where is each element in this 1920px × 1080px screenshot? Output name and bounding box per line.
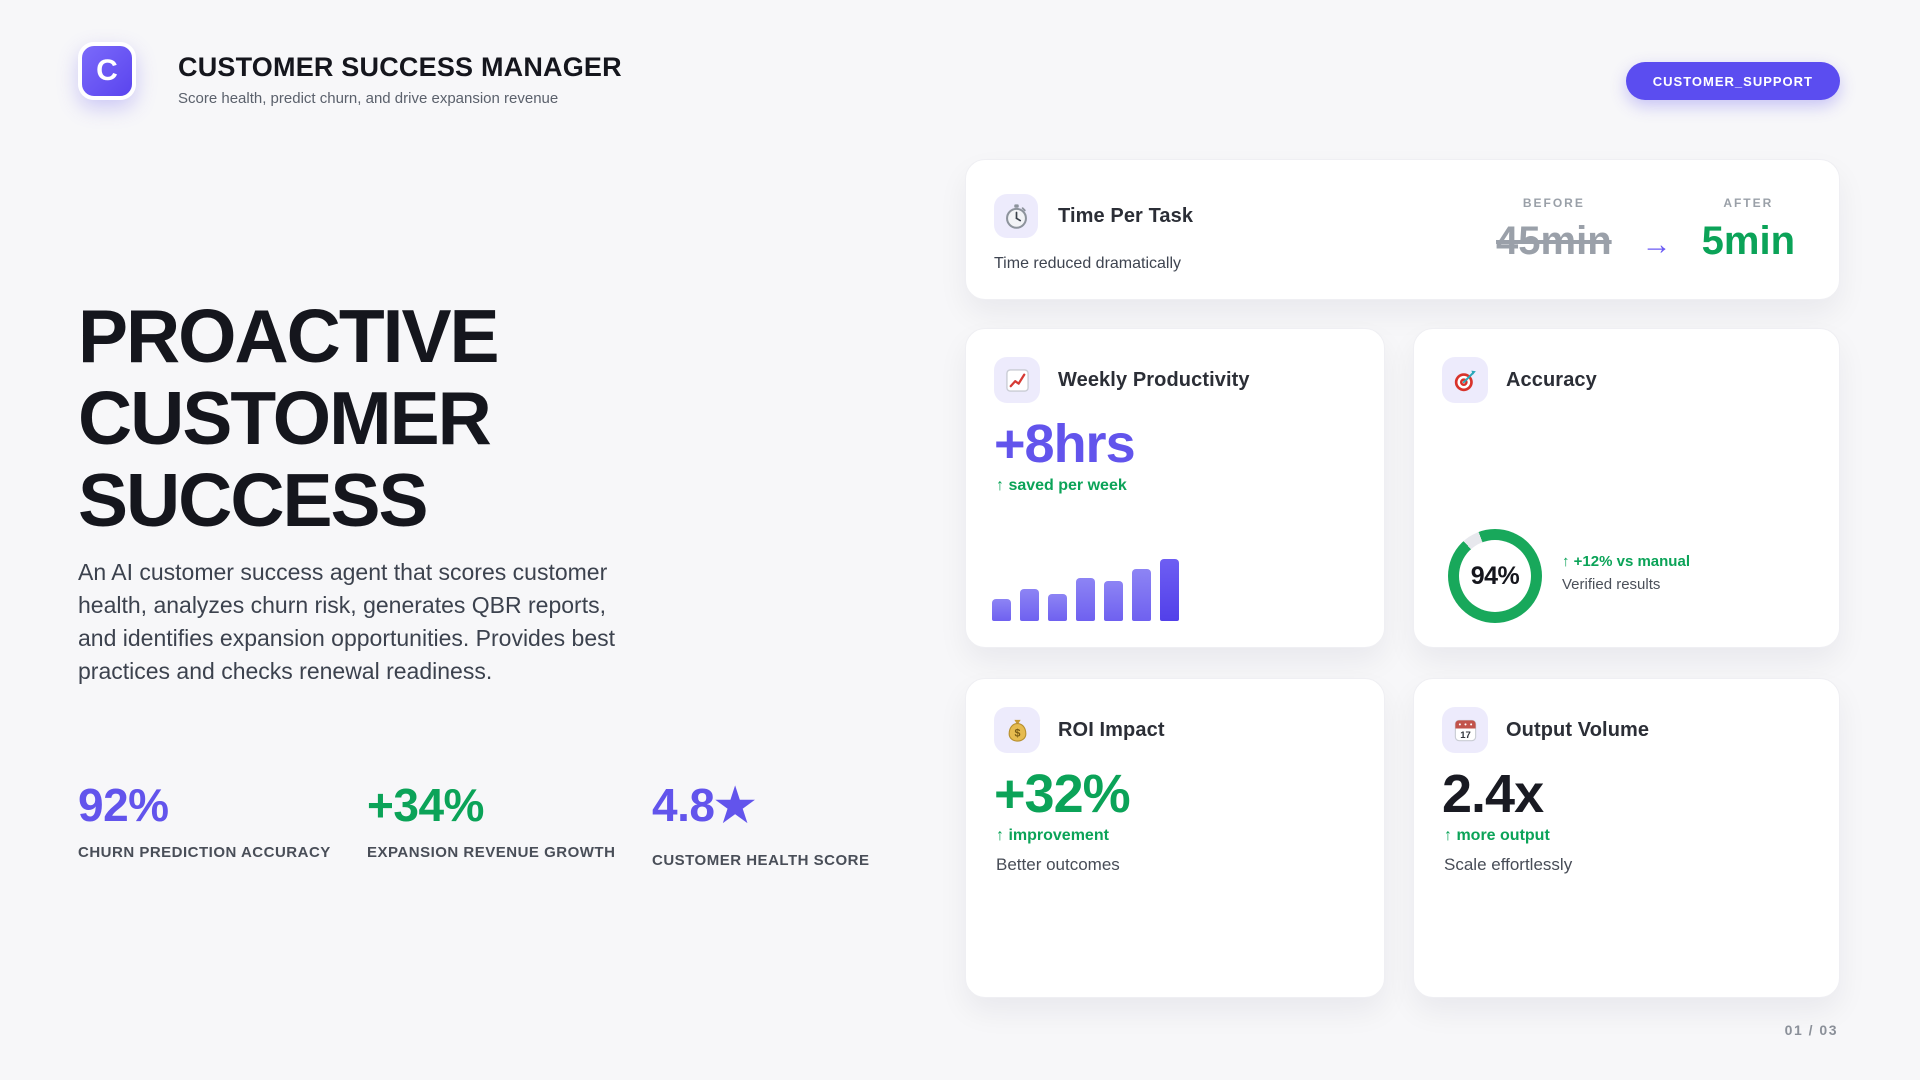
card-time-per-task: Time Per Task Time reduced dramatically … xyxy=(965,159,1840,300)
after-value: 5min xyxy=(1701,219,1795,263)
stopwatch-icon xyxy=(994,194,1038,238)
header-text: CUSTOMER SUCCESS MANAGER Score health, p… xyxy=(178,52,622,107)
card-delta: ↑ saved per week xyxy=(996,477,1127,494)
stat-churn-accuracy: 92% CHURN PREDICTION ACCURACY xyxy=(78,778,331,861)
hero-heading-line: SUCCESS xyxy=(78,457,429,542)
card-caption: Time reduced dramatically xyxy=(994,255,1182,272)
page-indicator: 01 / 03 xyxy=(1784,1022,1838,1038)
category-badge: CUSTOMER_SUPPORT xyxy=(1625,62,1840,100)
hero-heading-line: PROACTIVE xyxy=(78,294,500,378)
card-roi-impact: $ ROI Impact +32% ↑ improvement Better o… xyxy=(965,678,1385,998)
bar xyxy=(1160,559,1179,621)
card-weekly-productivity: Weekly Productivity +8hrs ↑ saved per we… xyxy=(965,328,1385,648)
accuracy-percent: 94% xyxy=(1459,540,1531,612)
card-title: ROI Impact xyxy=(1058,718,1165,741)
arrow-right-icon: → xyxy=(1641,228,1672,261)
hero-heading-line: CUSTOMER xyxy=(78,375,492,460)
card-title: Output Volume xyxy=(1506,718,1650,741)
stat-label: CHURN PREDICTION ACCURACY xyxy=(78,844,331,861)
bar xyxy=(1104,581,1123,621)
after-label: AFTER xyxy=(1723,196,1774,210)
accuracy-donut-ring: 94% xyxy=(1448,529,1542,623)
card-value: 2.4x xyxy=(1442,764,1544,824)
card-value: +32% xyxy=(994,764,1131,824)
before-after-comparison: BEFORE 45min → AFTER 5min xyxy=(1496,196,1795,264)
stat-health-score: 4.8★ CUSTOMER HEALTH SCORE xyxy=(652,778,869,869)
bar xyxy=(1020,589,1039,621)
target-icon xyxy=(1442,357,1488,403)
stat-label: CUSTOMER HEALTH SCORE xyxy=(652,852,870,869)
card-delta: ↑ +12% vs manual xyxy=(1562,553,1690,570)
card-title: Time Per Task xyxy=(1058,204,1194,227)
chart-increasing-icon xyxy=(994,357,1040,403)
card-output-volume: 17 Output Volume 2.4x ↑ more output Scal… xyxy=(1413,678,1840,998)
card-delta: ↑ more output xyxy=(1444,827,1550,844)
hero-description: An AI customer success agent that scores… xyxy=(78,559,616,684)
svg-text:$: $ xyxy=(1014,727,1020,739)
card-title: Weekly Productivity xyxy=(1058,368,1250,391)
page-subtitle: Score health, predict churn, and drive e… xyxy=(178,90,559,107)
stat-value: 4.8★ xyxy=(652,779,756,831)
bar xyxy=(1132,569,1151,621)
productivity-bar-chart xyxy=(992,559,1182,621)
card-delta: ↑ improvement xyxy=(996,827,1109,844)
before-label: BEFORE xyxy=(1522,196,1585,210)
bar xyxy=(992,599,1011,621)
card-value: +8hrs xyxy=(994,414,1136,474)
page-title: CUSTOMER SUCCESS MANAGER xyxy=(178,52,622,82)
calendar-icon: 17 xyxy=(1442,707,1488,753)
stat-value: +34% xyxy=(367,779,484,831)
logo-letter: C xyxy=(96,54,118,87)
after-column: AFTER 5min xyxy=(1702,196,1795,264)
stat-expansion-growth: +34% EXPANSION REVENUE GROWTH xyxy=(367,778,615,861)
card-caption: Better outcomes xyxy=(996,855,1120,874)
stat-value: 92% xyxy=(78,779,169,831)
before-column: BEFORE 45min xyxy=(1496,196,1612,264)
before-value: 45min xyxy=(1496,219,1612,263)
hero-heading: PROACTIVE CUSTOMER SUCCESS xyxy=(78,294,500,542)
bar xyxy=(1048,594,1067,621)
card-caption: Scale effortlessly xyxy=(1444,855,1573,874)
svg-text:17: 17 xyxy=(1460,729,1471,740)
card-accuracy: Accuracy 94% ↑ +12% vs manual Verified r… xyxy=(1413,328,1840,648)
money-bag-icon: $ xyxy=(994,707,1040,753)
accuracy-details: ↑ +12% vs manual Verified results xyxy=(1562,553,1690,593)
app-logo: C xyxy=(78,42,136,100)
stat-label: EXPANSION REVENUE GROWTH xyxy=(367,844,616,861)
bar xyxy=(1076,578,1095,621)
card-caption: Verified results xyxy=(1562,576,1661,593)
card-title: Accuracy xyxy=(1506,368,1597,391)
